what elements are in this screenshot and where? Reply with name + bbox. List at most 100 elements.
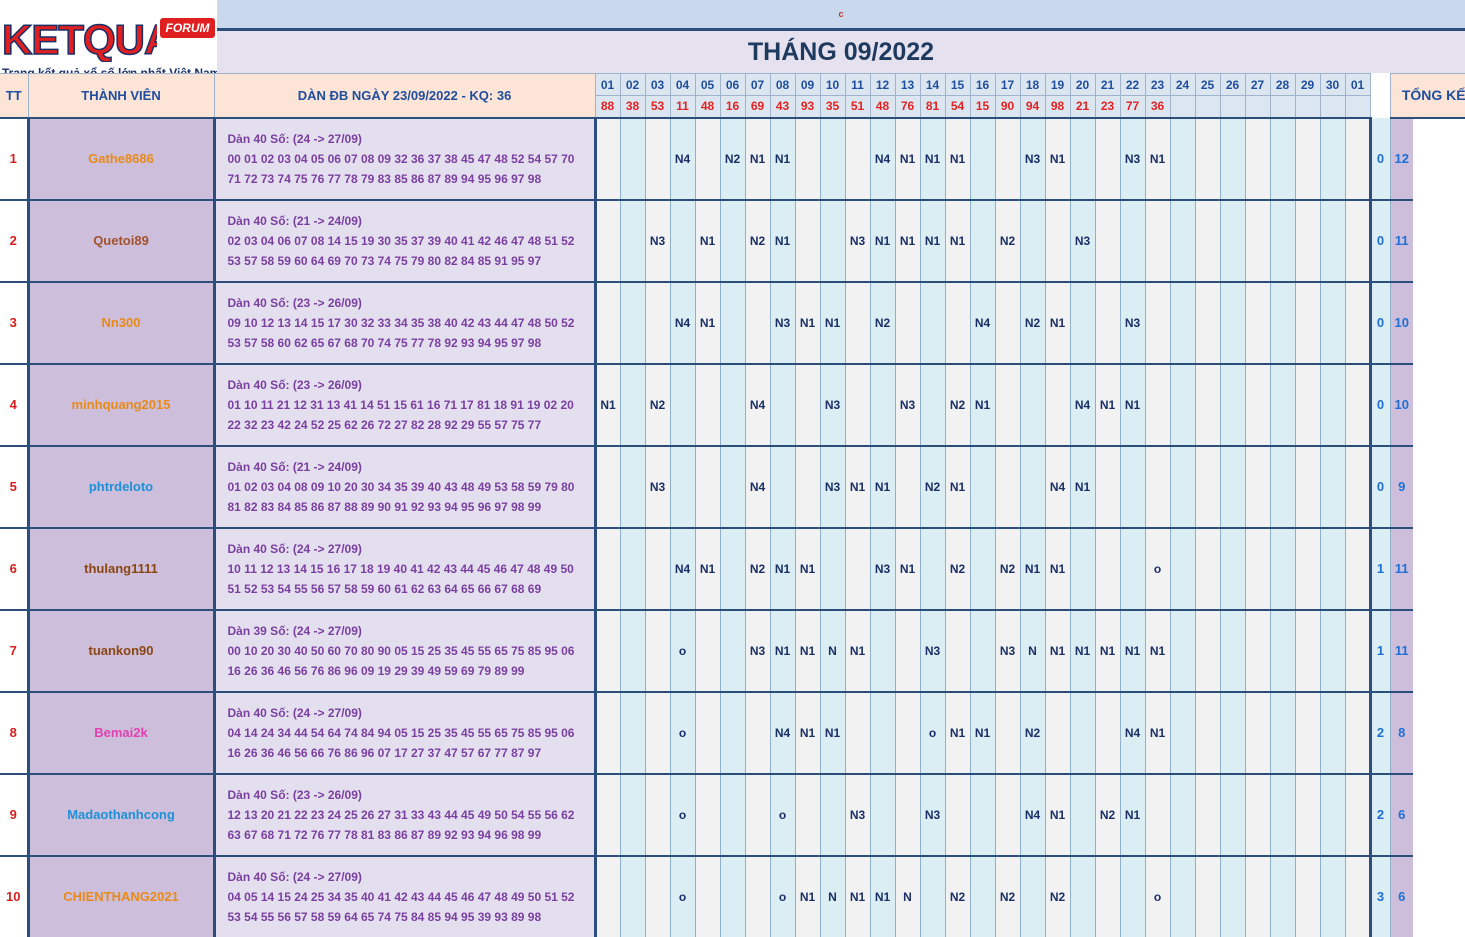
day-mark	[595, 691, 621, 775]
day-mark: N1	[770, 199, 796, 283]
day-mark	[1345, 445, 1371, 529]
day-mark	[1295, 281, 1321, 365]
day-mark: N1	[695, 527, 721, 611]
member-name[interactable]: CHIENTHANG2021	[28, 855, 216, 937]
member-dan: Dàn 40 Số: (24 -> 27/09) 10 11 12 13 14 1…	[214, 527, 597, 611]
day-mark: N2	[1095, 773, 1121, 857]
dan-dan-line1: 02 03 04 06 07 08 14 15 19 30 35 37 39 4…	[227, 233, 575, 248]
day-mark	[1020, 445, 1046, 529]
day-mark: N1	[945, 117, 971, 201]
table-row: 7 tuankon90 Dàn 39 Số: (24 -> 27/09) 00 10 …	[0, 609, 1465, 693]
day-mark: N2	[745, 527, 771, 611]
day-mark: N2	[920, 445, 946, 529]
day-mark	[1295, 855, 1321, 937]
member-name[interactable]: Quetoi89	[28, 199, 216, 283]
day-mark	[645, 527, 671, 611]
day-mark: N1	[845, 445, 871, 529]
day-mark	[645, 691, 671, 775]
day-mark	[1320, 199, 1346, 283]
day-mark: N2	[945, 527, 971, 611]
day-mark	[1245, 363, 1271, 447]
day-mark	[1345, 773, 1371, 857]
day-mark	[1320, 855, 1346, 937]
day-mark	[1195, 117, 1221, 201]
day-mark	[1070, 773, 1096, 857]
dan-dan-title: Dàn 40 Số: (21 -> 24/09)	[227, 213, 362, 228]
day-mark	[720, 855, 746, 937]
member-name[interactable]: thulang1111	[28, 527, 216, 611]
day-mark	[1020, 199, 1046, 283]
day-mark	[720, 281, 746, 365]
day-mark	[1320, 363, 1346, 447]
site-logo[interactable]: KETQUA2 FORUM Trang kết quả xổ số lớn nh…	[0, 0, 220, 84]
day-header: 10	[819, 73, 846, 96]
result-value	[1169, 95, 1196, 119]
member-name[interactable]: tuankon90	[28, 609, 216, 693]
day-mark	[895, 445, 921, 529]
result-value	[1319, 95, 1346, 119]
row-index: 3	[0, 281, 30, 365]
table-row: 4 minhquang2015 Dàn 40 Số: (23 -> 26/09) 01…	[0, 363, 1465, 447]
summary-count-2: 12	[1390, 117, 1413, 201]
summary-count-1: 3	[1368, 855, 1391, 937]
dan-dan-title: Dàn 40 Số: (23 -> 26/09)	[227, 787, 362, 802]
day-mark: N3	[820, 363, 846, 447]
day-mark	[1070, 527, 1096, 611]
day-mark	[820, 527, 846, 611]
day-mark	[1295, 773, 1321, 857]
day-mark	[1220, 281, 1246, 365]
member-dan: Dàn 39 Số: (24 -> 27/09) 00 10 20 30 40 5…	[214, 609, 597, 693]
day-mark: N1	[920, 199, 946, 283]
day-mark: N2	[645, 363, 671, 447]
day-mark	[1245, 691, 1271, 775]
day-header: 04	[669, 73, 696, 96]
day-header: 05	[694, 73, 721, 96]
row-index: 4	[0, 363, 30, 447]
dan-dan-line1: 00 10 20 30 40 50 60 70 80 90 05 15 25 3…	[227, 643, 575, 658]
result-value: 38	[619, 95, 646, 119]
day-mark	[1345, 281, 1371, 365]
member-dan: Dàn 40 Số: (21 -> 24/09) 01 02 03 04 08 0…	[214, 445, 597, 529]
result-value: 93	[794, 95, 821, 119]
day-mark: N1	[1070, 445, 1096, 529]
member-name[interactable]: Bemai2k	[28, 691, 216, 775]
day-mark	[1070, 691, 1096, 775]
day-mark	[1195, 855, 1221, 937]
day-mark: N1	[1095, 609, 1121, 693]
member-name[interactable]: Nn300	[28, 281, 216, 365]
day-mark: N1	[920, 117, 946, 201]
result-value: 53	[644, 95, 671, 119]
day-header: 07	[744, 73, 771, 96]
day-mark: N1	[895, 527, 921, 611]
day-mark: N1	[770, 609, 796, 693]
day-mark	[1195, 609, 1221, 693]
day-mark: N1	[945, 445, 971, 529]
day-mark	[1270, 527, 1296, 611]
day-mark	[1295, 527, 1321, 611]
result-value	[1219, 95, 1246, 119]
result-value: 51	[844, 95, 871, 119]
member-name[interactable]: minhquang2015	[28, 363, 216, 447]
summary-count-1: 0	[1368, 281, 1391, 365]
result-value: 43	[769, 95, 796, 119]
day-mark: N1	[970, 363, 996, 447]
day-mark	[1220, 527, 1246, 611]
day-mark	[1220, 445, 1246, 529]
day-mark	[645, 855, 671, 937]
day-mark: N2	[745, 199, 771, 283]
day-mark	[1045, 199, 1071, 283]
day-mark: N1	[970, 691, 996, 775]
member-name[interactable]: Madaothanhcong	[28, 773, 216, 857]
day-mark	[945, 773, 971, 857]
member-name[interactable]: phtrdeloto	[28, 445, 216, 529]
day-mark	[1195, 691, 1221, 775]
day-header: 27	[1244, 73, 1271, 96]
day-mark	[1270, 117, 1296, 201]
day-mark	[720, 773, 746, 857]
member-name[interactable]: Gathe8686	[28, 117, 216, 201]
day-mark	[1245, 609, 1271, 693]
day-mark	[1295, 363, 1321, 447]
dan-dan-line1: 10 11 12 13 14 15 16 17 18 19 40 41 42 4…	[227, 561, 574, 576]
day-header: 01	[1344, 73, 1371, 96]
result-value: 77	[1119, 95, 1146, 119]
